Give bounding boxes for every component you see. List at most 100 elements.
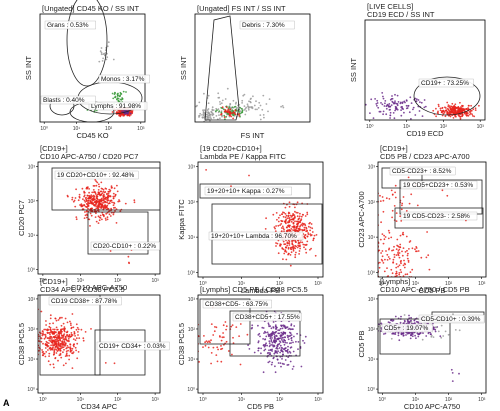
gate-label: CD19+ : 73.25% [421, 80, 469, 87]
data-point [461, 109, 464, 112]
data-point [297, 341, 300, 343]
x-tick-label: 10⁰ [379, 281, 387, 287]
data-point [440, 336, 443, 339]
data-point [393, 245, 395, 248]
data-point [279, 243, 282, 246]
data-point [43, 328, 46, 331]
gate-ellipse [413, 76, 481, 116]
data-point [473, 115, 476, 118]
data-point [292, 350, 295, 353]
data-point [311, 227, 314, 230]
data-point [206, 341, 209, 344]
data-point [400, 271, 403, 274]
data-point [292, 217, 295, 220]
data-point [230, 185, 232, 188]
data-point [408, 320, 410, 323]
data-point [388, 103, 391, 105]
data-point [112, 213, 115, 216]
data-point [377, 106, 380, 109]
plot-title: [Ungated] CD45 KO / SS INT [42, 4, 140, 13]
data-point [92, 189, 95, 191]
data-point [49, 317, 52, 320]
data-point [276, 345, 279, 348]
data-point [391, 209, 394, 212]
data-point [293, 229, 296, 232]
data-point [67, 349, 69, 352]
data-point [66, 334, 69, 336]
data-point [298, 250, 301, 252]
data-point [101, 202, 104, 204]
data-point [99, 206, 102, 209]
data-point [43, 337, 46, 340]
data-point [273, 331, 275, 334]
data-point [300, 215, 303, 218]
data-point [44, 335, 47, 338]
data-point [395, 272, 397, 275]
data-point [414, 248, 416, 251]
data-point [283, 343, 286, 346]
data-point [216, 346, 219, 349]
data-point [284, 332, 287, 335]
gate-label: 19 CD20+CD10+ : 92.48% [57, 172, 135, 179]
data-point [398, 273, 401, 276]
data-point [457, 120, 459, 122]
data-point [417, 335, 420, 338]
data-point [209, 341, 211, 344]
data-point [411, 268, 414, 271]
data-point [48, 325, 51, 328]
data-point [61, 345, 63, 347]
data-point [419, 101, 421, 103]
data-point [113, 362, 116, 365]
y-tick-label: 10² [368, 327, 376, 333]
data-point [277, 350, 279, 353]
data-point [459, 108, 462, 110]
data-point [97, 207, 99, 210]
y-axis-label: CD5 PB [357, 330, 366, 357]
data-point [383, 333, 385, 335]
data-point [266, 331, 269, 334]
data-point [116, 190, 119, 193]
data-point [203, 109, 206, 111]
data-point [302, 223, 305, 226]
data-point [40, 310, 43, 313]
data-point [242, 94, 245, 97]
data-point [403, 259, 405, 262]
data-point [101, 192, 104, 195]
data-point [294, 247, 297, 250]
data-point [98, 200, 101, 203]
data-point [75, 188, 77, 191]
data-point [471, 115, 474, 117]
data-point [255, 100, 257, 103]
data-point [109, 250, 112, 252]
data-point [400, 101, 402, 104]
data-point [388, 247, 391, 250]
data-point [113, 187, 116, 190]
gate-rect [394, 207, 484, 229]
data-point [448, 111, 451, 114]
data-point [222, 336, 225, 339]
data-point [101, 218, 103, 221]
data-point [93, 190, 96, 193]
data-point [55, 319, 58, 322]
data-point [382, 110, 385, 113]
data-point [297, 222, 299, 225]
data-point [398, 246, 400, 248]
data-point [117, 99, 120, 102]
data-point [288, 350, 291, 353]
data-point [388, 231, 391, 234]
data-point [57, 342, 60, 344]
data-point [281, 225, 284, 228]
data-point [401, 107, 404, 110]
data-point [267, 352, 270, 354]
data-point [105, 219, 107, 221]
data-point [94, 216, 97, 219]
data-point [50, 344, 52, 347]
data-point [410, 316, 412, 319]
data-point [278, 340, 281, 342]
plot-panel-2: [Ungated] FS INT / SS INT FS INT SS INT Deb… [179, 4, 311, 140]
x-tick-label: 10⁰ [199, 281, 207, 287]
data-point [107, 190, 110, 193]
data-point [249, 101, 252, 104]
data-point [384, 332, 387, 335]
